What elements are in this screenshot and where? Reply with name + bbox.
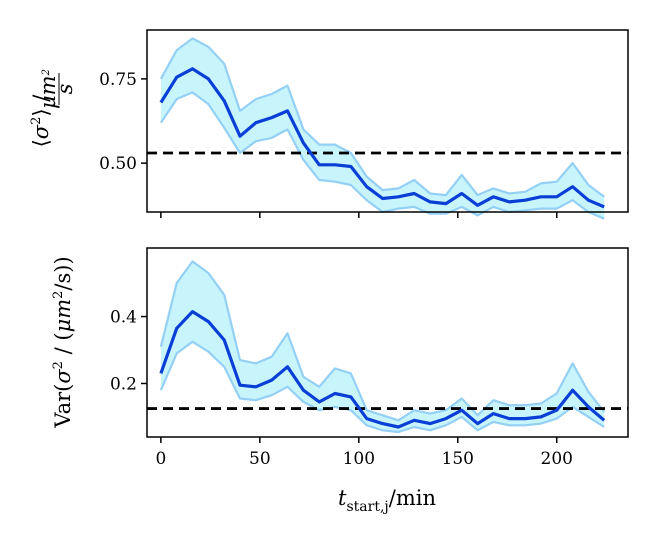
bottom-xtick-label-3: 150 <box>442 449 474 469</box>
top-mean-line <box>159 67 605 209</box>
top-ylabel-fraction-num: μm2 <box>36 69 60 109</box>
top-ylabel-num-sq: 2 <box>41 69 52 76</box>
top-ticks-layer: 0.50 0.75 <box>99 70 558 218</box>
top-ylabel-open: ⟨ <box>29 139 53 147</box>
bottom-plot-frame <box>146 247 629 438</box>
top-ylabel-sigma: σ <box>29 124 53 139</box>
bottom-ylabel-mu: μm <box>51 299 75 333</box>
top-y-axis-title: ⟨σ2⟩ / <box>29 94 53 148</box>
top-ylabel-den: s <box>53 83 77 94</box>
bottom-lower-bound-line <box>159 340 605 434</box>
bottom-upper-bound-line <box>159 260 606 422</box>
xlabel-post: /min <box>389 486 436 510</box>
top-plot-frame <box>146 29 629 213</box>
top-upper-bound-line <box>159 37 605 198</box>
top-ylabel-close: ⟩ / <box>29 94 53 117</box>
bottom-panel: 0.20.40 50 100 150 200 Var(σ2 / (μm2/s)) tst… <box>51 247 629 515</box>
bottom-confidence-band <box>160 261 605 432</box>
bottom-mean-line <box>159 310 606 429</box>
bottom-series-layer <box>147 260 628 434</box>
bottom-xtick-label-0: 0 <box>155 449 166 469</box>
top-ylabel-num: μm <box>36 75 60 109</box>
bottom-ytick-label-1: 0.4 <box>110 308 137 328</box>
bottom-xtick-label-1: 50 <box>249 449 271 469</box>
bottom-ylabel-mu-sq: 2 <box>51 291 66 299</box>
top-ytick-label-1: 0.75 <box>99 70 137 90</box>
x-axis-title: tstart,j/min <box>338 486 436 515</box>
bottom-ylabel-pre: Var( <box>51 384 75 429</box>
bottom-ylabel-mid: / ( <box>51 332 75 361</box>
bottom-ylabel-sigma: σ <box>51 369 75 384</box>
bottom-xtick-label-4: 200 <box>541 449 573 469</box>
bottom-xtick-label-2: 100 <box>343 449 375 469</box>
bottom-ylabel-post: /s)) <box>51 256 75 290</box>
bottom-ytick-label-0: 0.2 <box>110 374 137 394</box>
top-panel: 0.500.75 ⟨σ2⟩ / μm2 s <box>29 29 629 220</box>
xlabel-t: t <box>338 486 347 510</box>
top-ylabel-sq: 2 <box>29 117 44 125</box>
top-ytick-label-0: 0.50 <box>99 154 137 174</box>
bottom-ylabel-sq: 2 <box>51 361 66 369</box>
bottom-ticks-layer: 0.2 0.4 0 50 100 150 200 <box>110 308 573 469</box>
bottom-y-axis-title: Var(σ2 / (μm2/s)) <box>51 256 75 428</box>
xlabel-sub: start,j <box>346 499 388 515</box>
top-ylabel-fraction: μm2 s <box>36 69 77 109</box>
